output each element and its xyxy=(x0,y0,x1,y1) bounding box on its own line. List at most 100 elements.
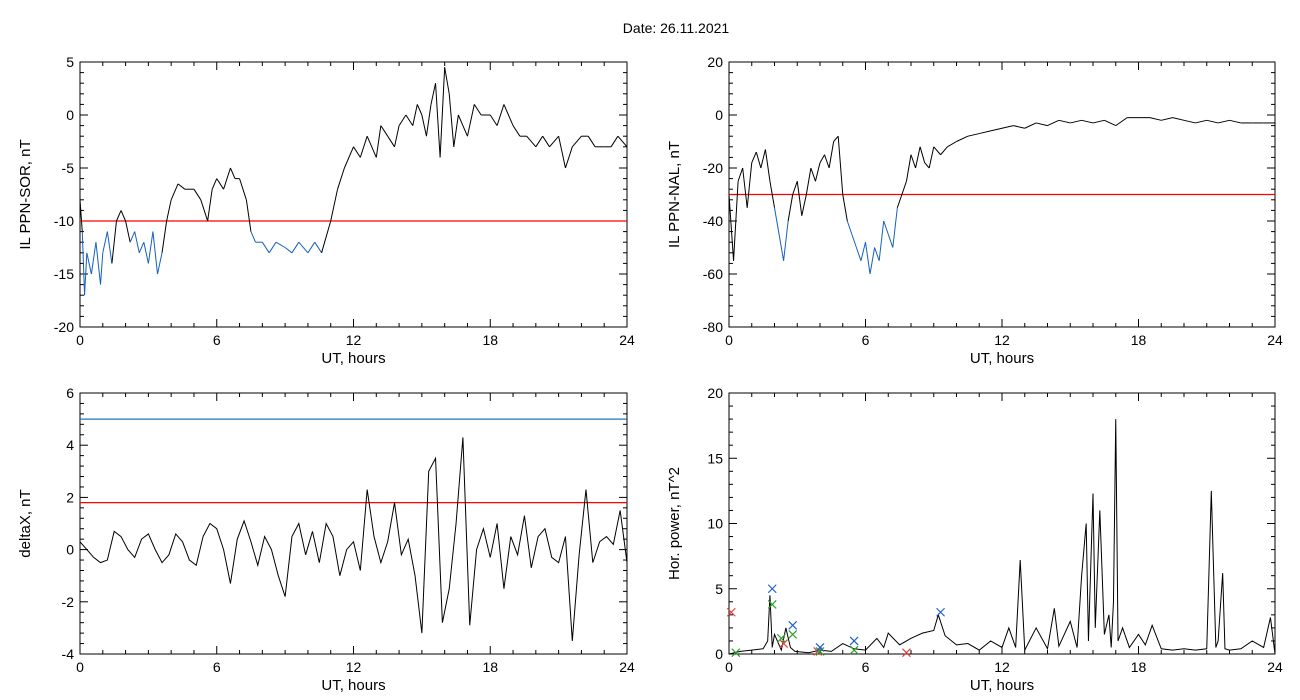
series-segment xyxy=(143,242,149,264)
marker-stroke xyxy=(726,607,736,617)
y-tick-label: 0 xyxy=(66,107,74,123)
series-segment xyxy=(166,199,172,222)
series-segment xyxy=(526,135,537,148)
x-tick-label: 18 xyxy=(482,332,498,348)
series-segment xyxy=(435,83,441,158)
series-segment xyxy=(448,93,455,147)
panel-hor-power: 0 6 12 18 24 0 5 10 15 20 UT, hours Hor. power, nT^… xyxy=(666,385,1283,694)
series-segment xyxy=(375,125,382,158)
series-segment xyxy=(947,141,957,148)
series-segment xyxy=(100,252,104,285)
series-segment xyxy=(134,231,140,253)
series-line xyxy=(728,419,1276,655)
series-segment xyxy=(549,135,560,148)
series-segment xyxy=(851,234,857,248)
series-segment xyxy=(928,146,935,169)
series-segment xyxy=(439,67,446,158)
panel-il-ppn-sor: 0 6 12 18 24 -20 -15 -10 -5 0 5 UT, hours IL PPN-SOR… xyxy=(17,54,635,367)
marker-stroke xyxy=(936,607,945,617)
series-segment xyxy=(207,189,213,222)
marker-stroke xyxy=(813,646,823,656)
series-segment xyxy=(275,241,286,248)
marker-blue xyxy=(849,636,859,646)
marker-stroke xyxy=(849,645,859,655)
y-tick-label: 6 xyxy=(66,385,74,401)
series-segment xyxy=(742,167,748,208)
series-segment xyxy=(1092,119,1105,124)
series-segment xyxy=(337,167,345,190)
marker-green xyxy=(776,633,786,643)
series-segment xyxy=(956,135,969,142)
x-tick-label: 6 xyxy=(213,659,221,675)
series-segment xyxy=(462,125,468,137)
series-segment xyxy=(398,114,407,126)
x-tick-label: 0 xyxy=(76,659,84,675)
series-segment xyxy=(291,241,300,254)
marker-blue xyxy=(767,584,777,594)
series-segment xyxy=(1081,119,1094,124)
series-segment xyxy=(1218,119,1230,124)
series-segment xyxy=(737,167,744,182)
marker-stroke xyxy=(788,620,798,630)
series-segment xyxy=(869,247,876,275)
marker-stroke xyxy=(779,639,789,648)
marker-green xyxy=(849,645,859,655)
y-tick-label: -60 xyxy=(703,266,723,282)
series-segment xyxy=(819,154,825,163)
series-segment xyxy=(769,181,775,208)
marker-red xyxy=(813,646,823,656)
series-segment xyxy=(1001,125,1014,129)
series-segment xyxy=(512,125,521,137)
x-tick-label: 0 xyxy=(76,332,84,348)
marker-stroke xyxy=(731,648,741,658)
series-segment xyxy=(878,220,885,261)
y-tick-label: -4 xyxy=(62,646,75,662)
y-tick-label: 4 xyxy=(66,437,74,453)
series-segment xyxy=(430,83,437,105)
x-tick-label: 6 xyxy=(862,332,870,348)
series-segment xyxy=(746,162,753,208)
series-segment xyxy=(865,242,871,275)
series-segment xyxy=(116,210,122,222)
series-segment xyxy=(394,125,400,147)
plot-frame xyxy=(79,392,628,655)
series-segment xyxy=(610,135,619,148)
series-segment xyxy=(444,67,450,94)
series-segment xyxy=(380,125,389,137)
y-tick-label: -10 xyxy=(54,213,74,229)
series-segment xyxy=(284,247,293,254)
series-segment xyxy=(229,167,236,179)
x-tick-label: 24 xyxy=(1267,332,1283,348)
series-segment xyxy=(792,181,798,195)
series-segment xyxy=(733,181,739,261)
series-segment xyxy=(940,146,948,156)
series-segment xyxy=(1229,119,1241,124)
marker-blue xyxy=(936,607,945,617)
series-segment xyxy=(1058,119,1071,124)
series-segment xyxy=(874,247,880,261)
series-segment xyxy=(855,247,862,261)
series-segment xyxy=(453,114,459,147)
series-segment xyxy=(571,135,582,148)
x-axis-label: UT, hours xyxy=(321,350,385,367)
series-segment xyxy=(125,220,131,243)
series-segment xyxy=(778,234,785,261)
series-segment xyxy=(860,242,866,261)
series-segment xyxy=(343,146,354,169)
x-tick-label: 0 xyxy=(725,332,733,348)
series-segment xyxy=(416,104,423,116)
series-segment xyxy=(359,136,368,158)
series-segment xyxy=(755,151,762,169)
series-segment xyxy=(250,231,256,243)
series-segment xyxy=(102,231,108,253)
x-tick-label: 24 xyxy=(619,332,635,348)
series-segment xyxy=(919,146,926,163)
series-segment xyxy=(751,151,757,163)
series-segment xyxy=(138,242,145,253)
series-segment xyxy=(457,114,464,126)
marker-red xyxy=(779,639,789,648)
series-segment xyxy=(764,149,771,182)
series-segment xyxy=(837,136,844,195)
y-tick-label: -5 xyxy=(62,160,75,176)
x-axis-label: UT, hours xyxy=(970,677,1034,694)
